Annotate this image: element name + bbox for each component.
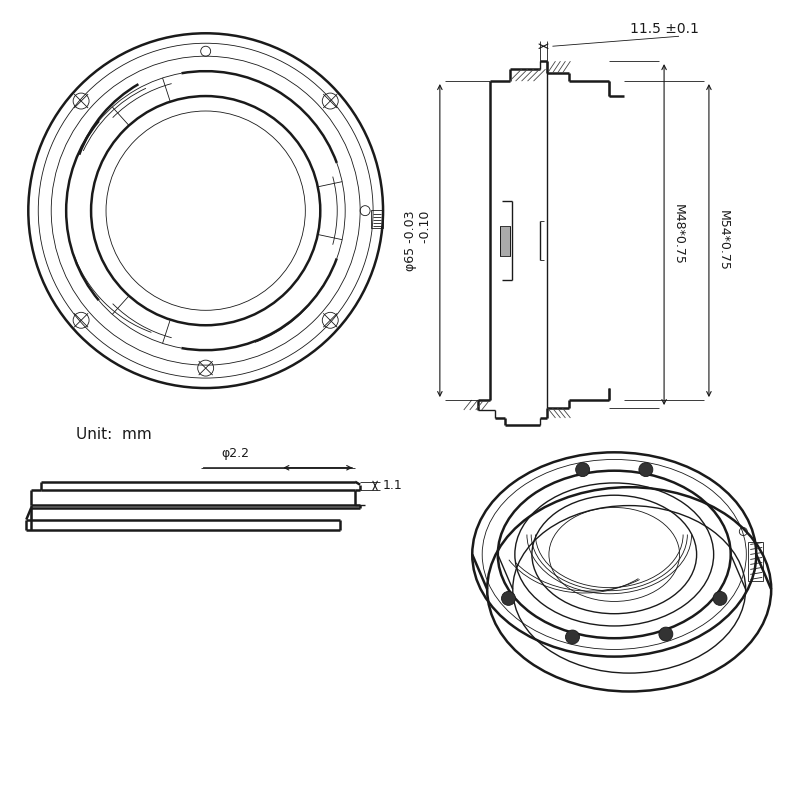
- Circle shape: [713, 591, 727, 606]
- Bar: [371, 210, 383, 228]
- Circle shape: [639, 462, 653, 477]
- Text: Unit:  mm: Unit: mm: [76, 427, 152, 442]
- Bar: [500, 226, 510, 255]
- Circle shape: [566, 630, 579, 644]
- Circle shape: [659, 627, 673, 641]
- Text: M48*0.75: M48*0.75: [672, 204, 685, 265]
- Bar: [748, 542, 763, 582]
- Text: M54*0.75: M54*0.75: [717, 210, 730, 271]
- Text: φ65 -0.03
      -0.10: φ65 -0.03 -0.10: [404, 210, 432, 271]
- Circle shape: [576, 462, 590, 477]
- Text: φ2.2: φ2.2: [222, 446, 250, 460]
- Circle shape: [502, 591, 515, 606]
- Text: 11.5 ±0.1: 11.5 ±0.1: [630, 22, 699, 36]
- Text: 1.1: 1.1: [383, 479, 403, 492]
